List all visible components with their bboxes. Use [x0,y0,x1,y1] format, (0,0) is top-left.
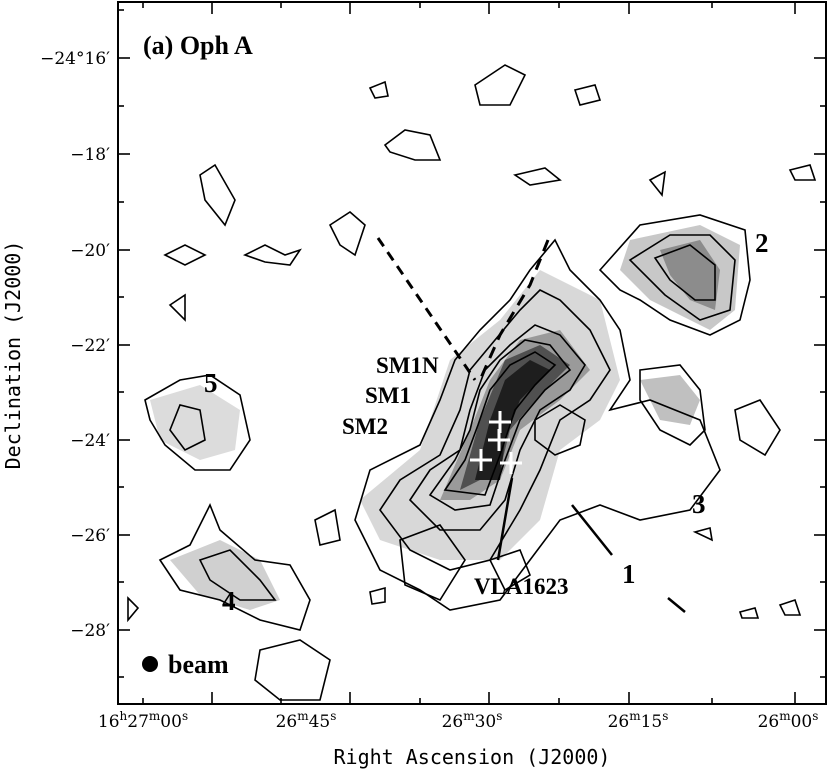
x-tick-label: 26m00s [758,709,819,732]
region1-pointer-line [571,504,613,556]
label-region-5: 5 [204,368,218,398]
dash-fragment [667,597,686,613]
outflow-dashed-line-2 [478,239,550,381]
label-vla1623: VLA1623 [474,574,569,599]
beam-label: beam [168,650,229,679]
y-tick-label: −26′ [70,526,110,546]
label-sm1: SM1 [365,383,411,408]
y-tick-label: −24°16′ [40,49,110,69]
vla-pointer-line [496,477,514,561]
panel-title: (a) Oph A [143,31,253,60]
y-tick-labels: −24°16′ −18′ −20′ −22′ −24′ −26′ −28′ [40,49,110,641]
y-tick-label: −24′ [70,431,110,451]
plot-frame [117,1,827,705]
x-tick-label: 26m45s [276,709,337,732]
label-region-4: 4 [222,586,236,616]
label-sm2: SM2 [342,414,388,439]
label-region-3: 3 [692,489,706,519]
y-tick-label: −20′ [70,241,110,261]
contour-lines [127,64,817,701]
x-tick-labels: 16h27m00s 26m45s 26m30s 26m15s 26m00s [98,709,819,732]
label-region-2: 2 [755,228,769,258]
x-tick-label: 26m30s [442,709,503,732]
axis-ticks [118,2,826,704]
label-sm1n: SM1N [376,353,439,378]
x-tick-label: 16h27m00s [98,709,188,732]
y-tick-label: −18′ [70,145,110,165]
y-axis-title: Declination (J2000) [1,241,25,470]
outflow-dashed-line [376,237,477,381]
x-tick-label: 26m15s [608,709,669,732]
x-axis-title: Right Ascension (J2000) [334,745,611,769]
y-tick-label: −22′ [70,336,110,356]
beam-marker [142,656,158,672]
source-markers [470,411,522,474]
label-region-1: 1 [622,559,636,589]
y-tick-label: −28′ [70,621,110,641]
emission-greyscale [150,225,740,610]
